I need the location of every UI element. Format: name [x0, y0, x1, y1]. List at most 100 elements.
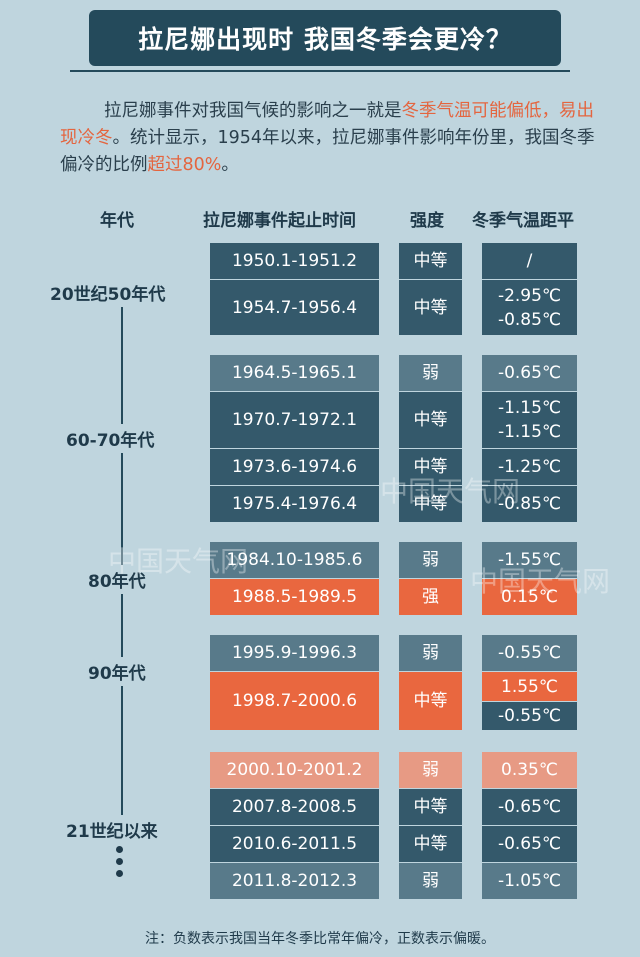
watermark-center: 中国天气网 [380, 475, 521, 508]
header-anomaly: 冬季气温距平 [472, 211, 574, 231]
period-cell: 1975.4-1976.4 [210, 486, 379, 522]
period-text: 1998.7-2000.6 [231, 691, 358, 711]
period-cell: 2011.8-2012.3 [210, 863, 379, 899]
strength-cell: 中等 [399, 243, 462, 279]
period-cell: 2000.10-2001.2 [210, 752, 379, 788]
intro-paragraph: 拉尼娜事件对我国气候的影响之一就是冬季气温可能偏低，易出现冷冬。统计显示，195… [60, 98, 600, 179]
period-cell: 1984.10-1985.6 [210, 542, 379, 578]
period-cell: 1988.5-1989.5 [210, 579, 379, 615]
watermark-left: 中国天气网 [108, 545, 249, 578]
strength-text: 中等 [413, 494, 448, 514]
anomaly-cell: -1.25℃ [482, 449, 577, 485]
anomaly-text: 1.55℃ [501, 676, 558, 697]
anomaly-cell: -1.15℃ -1.15℃ [482, 392, 577, 448]
strength-text: 中等 [413, 834, 448, 854]
era-label-1960s-70s: 60-70年代 [66, 424, 155, 453]
anomaly-text: -1.15℃ [497, 422, 562, 442]
strength-text: 弱 [422, 871, 439, 891]
anomaly-text: -1.15℃ [497, 398, 562, 418]
era-label-21st-century: 21世纪以来 [66, 815, 158, 844]
period-cell: 2007.8-2008.5 [210, 789, 379, 825]
anomaly-cell: -1.55℃ [482, 542, 577, 578]
header-strength: 强度 [410, 211, 444, 231]
strength-cell: 中等 [399, 449, 462, 485]
anomaly-text: 0.15℃ [501, 587, 558, 607]
strength-text: 弱 [422, 550, 439, 570]
period-cell: 1964.5-1965.1 [210, 355, 379, 391]
strength-text: 中等 [413, 797, 448, 817]
anomaly-text: -1.25℃ [497, 457, 562, 477]
anomaly-text: -0.55℃ [497, 643, 562, 663]
anomaly-text: -0.65℃ [497, 797, 562, 817]
watermark-right: 中国天气网 [470, 565, 611, 598]
strength-text: 中等 [413, 251, 448, 271]
period-text: 1954.7-1956.4 [231, 297, 358, 318]
period-text: 1988.5-1989.5 [231, 587, 358, 607]
strength-cell: 弱 [399, 355, 462, 391]
anomaly-cell: -2.95℃ -0.85℃ [482, 280, 577, 335]
anomaly-cell: -0.65℃ [482, 826, 577, 862]
intro-text-2: 。统计显示，1954年以来，拉尼娜事件影响年份里，我国冬季偏冷的比例 [60, 128, 595, 175]
period-cell: 1950.1-1951.2 [210, 243, 379, 279]
period-text: 1973.6-1974.6 [231, 457, 358, 477]
period-text: 1950.1-1951.2 [231, 251, 358, 271]
anomaly-text: -2.95℃ [497, 285, 562, 306]
strength-text: 中等 [413, 297, 448, 318]
header-era: 年代 [100, 211, 134, 231]
page-title: 拉尼娜出现时 我国冬季会更冷？ [89, 10, 561, 66]
anomaly-cell: 0.35℃ [482, 752, 577, 788]
period-text: 1970.7-1972.1 [231, 410, 358, 430]
strength-cell: 中等 [399, 280, 462, 335]
title-divider [70, 70, 570, 72]
anomaly-text: 0.35℃ [501, 760, 558, 780]
strength-cell: 中等 [399, 789, 462, 825]
period-cell: 1998.7-2000.6 [210, 672, 379, 730]
anomaly-text: -0.55℃ [497, 706, 562, 726]
anomaly-text: / [526, 251, 533, 271]
period-text: 1975.4-1976.4 [231, 494, 358, 514]
intro-text-1: 拉尼娜事件对我国气候的影响之一就是 [104, 101, 402, 121]
strength-cell: 中等 [399, 392, 462, 448]
period-text: 1964.5-1965.1 [231, 363, 358, 383]
anomaly-cell: 1.55℃ [482, 672, 577, 701]
anomaly-cell: / [482, 243, 577, 279]
strength-text: 强 [422, 587, 439, 607]
strength-text: 弱 [422, 643, 439, 663]
strength-text: 中等 [413, 457, 448, 477]
strength-text: 弱 [422, 760, 439, 780]
period-cell: 1995.9-1996.3 [210, 635, 379, 671]
strength-cell: 强 [399, 579, 462, 615]
footnote: 注：负数表示我国当年冬季比常年偏冷，正数表示偏暖。 [145, 931, 495, 947]
intro-highlight-2: 超过80% [147, 155, 222, 175]
strength-cell: 中等 [399, 486, 462, 522]
intro-highlight-1: 冬季气温可能偏低，易出现冷冬 [60, 101, 594, 148]
strength-cell: 弱 [399, 863, 462, 899]
period-text: 2000.10-2001.2 [226, 760, 363, 780]
period-text: 2007.8-2008.5 [231, 797, 358, 817]
era-label-1950s: 20世纪50年代 [50, 278, 166, 307]
strength-cell: 中等 [399, 672, 462, 730]
strength-text: 弱 [422, 363, 439, 383]
anomaly-text: -0.65℃ [497, 363, 562, 383]
anomaly-cell: 0.15℃ [482, 579, 577, 615]
continuation-dots [116, 846, 123, 882]
anomaly-text: -1.05℃ [497, 871, 562, 891]
header-period: 拉尼娜事件起止时间 [203, 211, 356, 231]
period-cell: 1973.6-1974.6 [210, 449, 379, 485]
anomaly-cell: -0.55℃ [482, 702, 577, 730]
anomaly-text: -1.55℃ [497, 550, 562, 570]
strength-cell: 弱 [399, 752, 462, 788]
period-cell: 1970.7-1972.1 [210, 392, 379, 448]
era-label-1990s: 90年代 [88, 657, 146, 686]
anomaly-cell: -0.65℃ [482, 355, 577, 391]
era-label-1980s: 80年代 [88, 565, 146, 594]
strength-cell: 弱 [399, 635, 462, 671]
period-cell: 2010.6-2011.5 [210, 826, 379, 862]
strength-cell: 弱 [399, 542, 462, 578]
anomaly-cell: -0.85℃ [482, 486, 577, 522]
strength-text: 中等 [413, 410, 448, 430]
anomaly-cell: -0.55℃ [482, 635, 577, 671]
anomaly-text: -0.65℃ [497, 834, 562, 854]
anomaly-cell: -0.65℃ [482, 789, 577, 825]
anomaly-text: -0.85℃ [497, 309, 562, 330]
